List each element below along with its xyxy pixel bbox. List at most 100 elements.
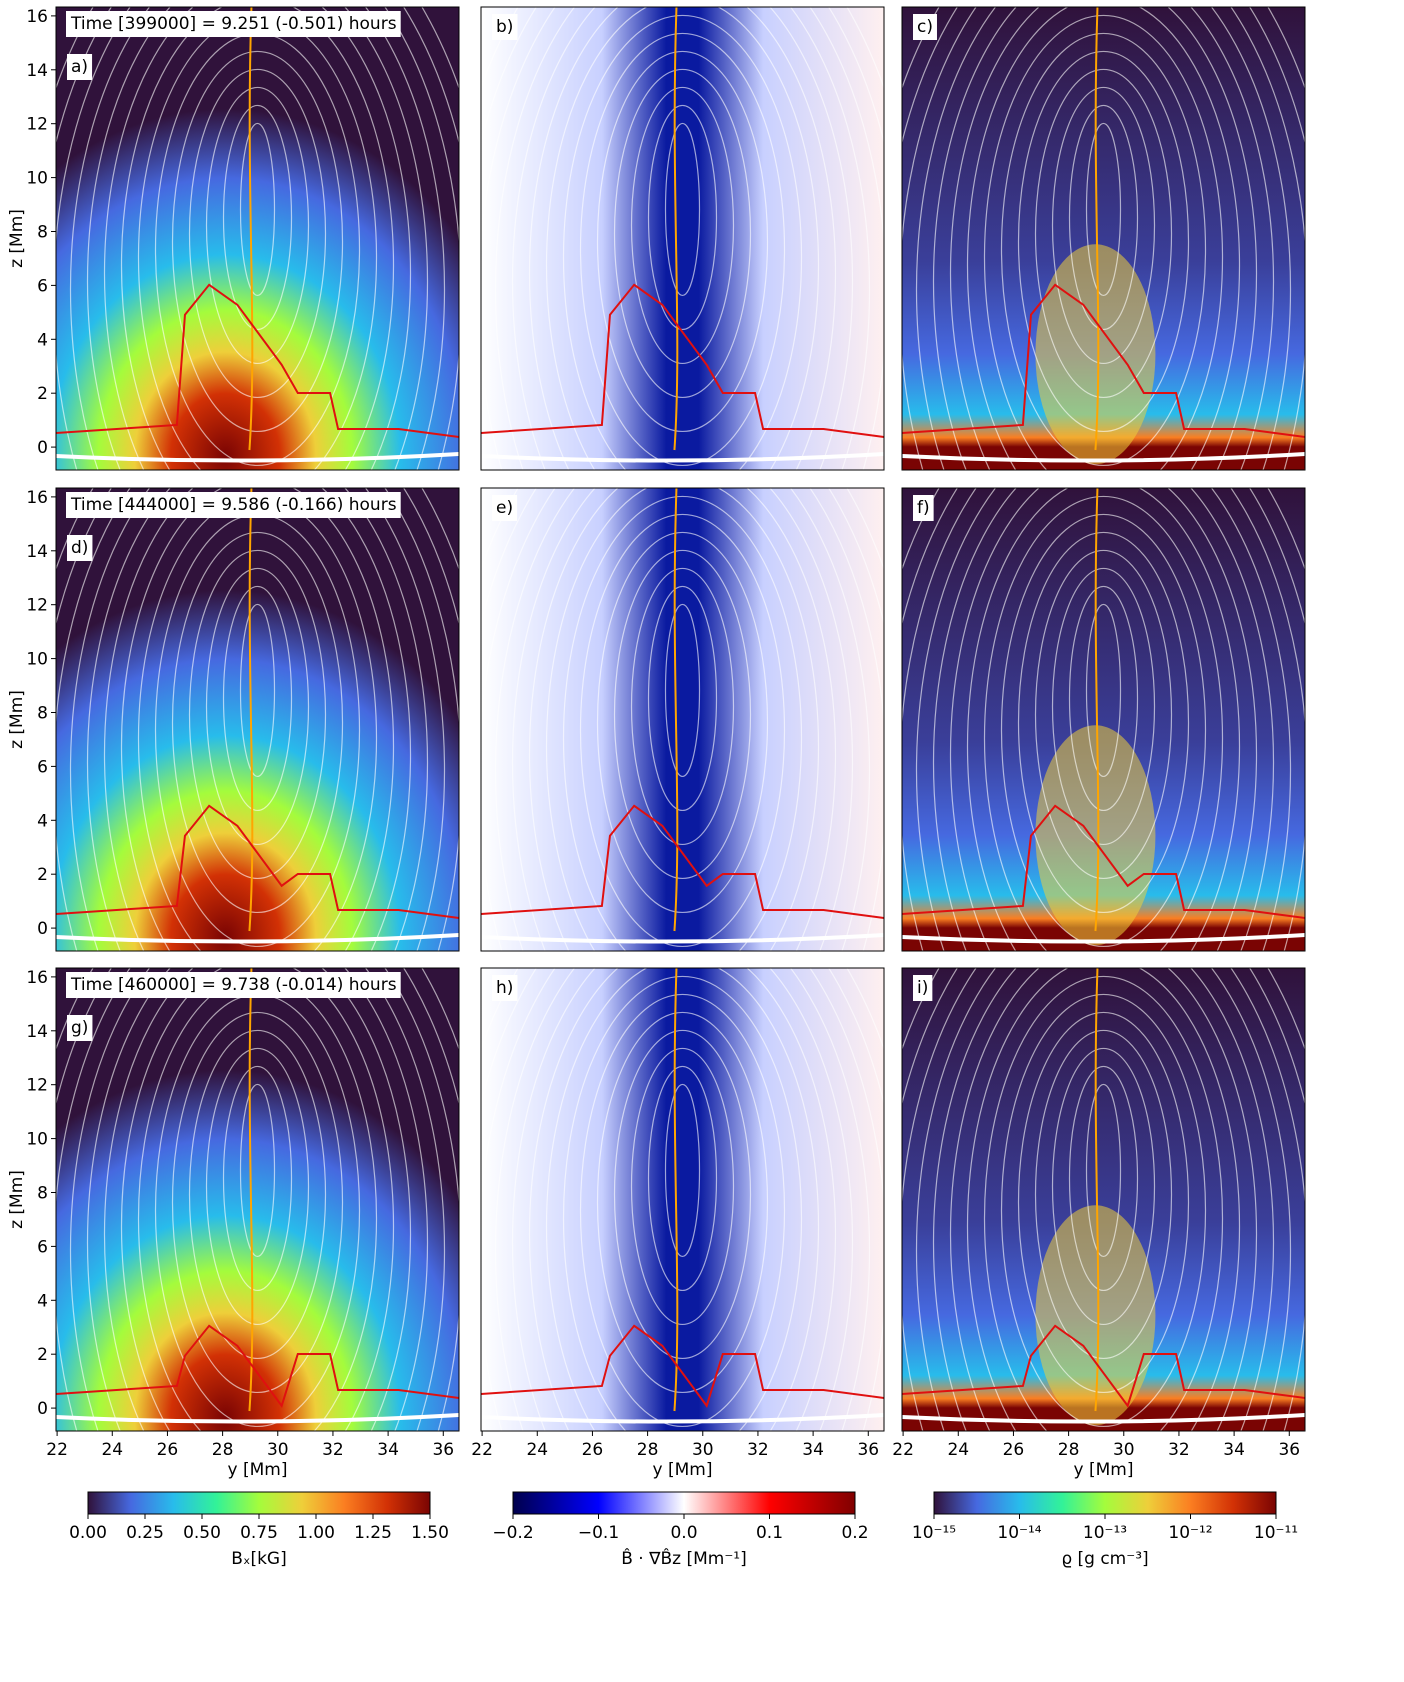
label-box xyxy=(492,14,518,40)
field xyxy=(56,7,459,470)
streamline xyxy=(613,1029,752,1360)
panel xyxy=(481,968,884,1431)
streamline xyxy=(1085,1083,1122,1258)
y-tick-label: 12 xyxy=(26,115,48,135)
streamline xyxy=(596,50,769,433)
streamline xyxy=(103,488,412,951)
streamline xyxy=(239,1083,276,1258)
panel-label: g) xyxy=(71,1018,88,1038)
surface xyxy=(902,1413,1305,1424)
streamline xyxy=(949,488,1258,951)
contour xyxy=(902,1324,1305,1408)
x-tick-label: 36 xyxy=(432,1440,454,1460)
y-tick-label: 12 xyxy=(26,596,48,616)
streamline xyxy=(205,86,310,365)
streamline xyxy=(562,14,803,470)
streamline xyxy=(630,567,735,846)
frame xyxy=(901,967,1306,1432)
frame xyxy=(55,487,460,952)
x-tick-label: 32 xyxy=(322,1440,344,1460)
streamline xyxy=(1068,104,1139,331)
colorbar xyxy=(933,1491,1277,1515)
x-tick-label: 24 xyxy=(947,1440,969,1460)
field-line xyxy=(248,968,254,1412)
blob xyxy=(1035,725,1156,946)
streamline xyxy=(545,488,820,951)
streamline xyxy=(171,1011,344,1394)
contour xyxy=(481,1324,884,1408)
frame xyxy=(55,6,460,471)
streamline xyxy=(579,993,786,1428)
streamline xyxy=(1085,122,1122,297)
label-box xyxy=(67,535,93,561)
label-box xyxy=(67,54,93,80)
y-tick-label: 6 xyxy=(37,757,48,777)
x-tick-label: 30 xyxy=(692,1440,714,1460)
streamline xyxy=(932,968,1275,1431)
label-box xyxy=(913,975,933,1001)
x-tick-label: 34 xyxy=(377,1440,399,1460)
surface xyxy=(902,933,1305,944)
panel-label: h) xyxy=(496,978,513,998)
y-tick-label: 16 xyxy=(26,7,48,27)
surface xyxy=(56,1413,459,1424)
frame xyxy=(901,487,1306,952)
field-line xyxy=(1094,7,1100,451)
field xyxy=(56,968,459,1431)
frame xyxy=(480,967,885,1432)
streamline xyxy=(596,1011,769,1394)
y-tick-label: 2 xyxy=(37,384,48,404)
y-tick-label: 8 xyxy=(37,222,48,242)
streamline xyxy=(562,975,803,1431)
streamline xyxy=(103,968,412,1431)
colorbar-tick-label: 0.25 xyxy=(126,1523,164,1543)
frame xyxy=(55,967,460,1432)
y-tick-label: 4 xyxy=(37,330,48,350)
streamline xyxy=(120,488,395,951)
panel xyxy=(481,488,884,951)
x-tick-label: 22 xyxy=(471,1440,493,1460)
panel xyxy=(56,488,459,951)
colorbar xyxy=(512,1491,856,1515)
panel-label: i) xyxy=(917,978,928,998)
colorbar-tick-label: 10⁻¹⁵ xyxy=(912,1523,956,1543)
x-tick-label: 22 xyxy=(892,1440,914,1460)
streamline xyxy=(511,968,854,1431)
x-tick-label: 30 xyxy=(267,1440,289,1460)
y-tick-label: 6 xyxy=(37,276,48,296)
streamline xyxy=(1068,1065,1139,1292)
streamline xyxy=(1017,1011,1190,1394)
x-tick-label: 36 xyxy=(1278,1440,1300,1460)
y-tick-label: 16 xyxy=(26,968,48,988)
streamline xyxy=(579,32,786,467)
streamline xyxy=(86,7,429,470)
label-box xyxy=(66,972,401,998)
y-tick-label: 14 xyxy=(26,542,48,562)
colorbar-tick-label: −0.2 xyxy=(492,1523,533,1543)
y-tick-label: 6 xyxy=(37,1237,48,1257)
streamline xyxy=(630,1047,735,1326)
y-tick-label: 14 xyxy=(26,1022,48,1042)
streamline xyxy=(171,531,344,914)
y-tick-label: 4 xyxy=(37,811,48,831)
surface xyxy=(902,452,1305,463)
x-tick-label: 28 xyxy=(637,1440,659,1460)
streamline xyxy=(69,7,446,470)
y-tick-label: 16 xyxy=(26,488,48,508)
field xyxy=(56,488,459,951)
x-tick-label: 26 xyxy=(157,1440,179,1460)
colorbar-tick-label: 0.75 xyxy=(240,1523,278,1543)
surface xyxy=(481,1413,884,1424)
colorbar-tick-label: 10⁻¹³ xyxy=(1083,1523,1127,1543)
streamline xyxy=(664,122,701,297)
streamline xyxy=(915,488,1292,951)
streamline xyxy=(120,968,395,1431)
panel-label: a) xyxy=(71,57,88,77)
colorbar-tick-label: 1.00 xyxy=(297,1523,335,1543)
label-box xyxy=(913,495,934,521)
streamline xyxy=(1034,549,1173,880)
field xyxy=(481,488,884,951)
streamline xyxy=(120,7,395,470)
colorbar-label: Bₓ[kG] xyxy=(231,1549,287,1569)
